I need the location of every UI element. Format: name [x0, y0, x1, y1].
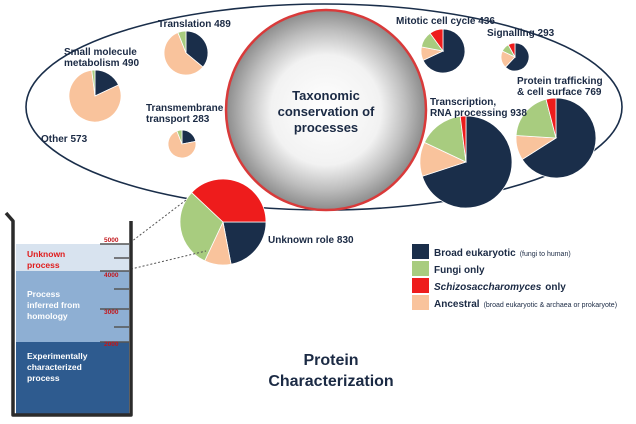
label-unknown-role: Unknown role 830: [268, 235, 354, 246]
label-transmembrane-2: transport 283: [146, 114, 210, 125]
legend-entry-fungi: Fungi only: [434, 265, 485, 276]
legend-swatch-broad: [412, 244, 429, 259]
pie-slice-small-molecule-metabolism-fungi: [91, 69, 96, 97]
pie-signalling: [500, 42, 530, 72]
connector-line-bottom: [126, 250, 207, 271]
pie-small-molecule-metabolism: [68, 69, 122, 123]
beaker-inferred-line3: homology: [27, 311, 68, 321]
beaker-outline: [4, 211, 133, 417]
beaker-experimental-line2: characterized: [27, 362, 82, 372]
taxonomic-conservation-sphere: Taxonomic conservation of processes: [224, 8, 428, 212]
pie-translation: [163, 30, 209, 76]
legend: Broad eukaryotic (fungi to human) Fungi o…: [412, 244, 617, 310]
legend-swatch-fungi: [412, 261, 429, 276]
pie-slice-signalling-broad: [504, 42, 530, 72]
beaker-layer-experimental: [16, 342, 129, 414]
caption-line2: Characterization: [268, 373, 393, 390]
pie-slice-protein-trafficking-schizo: [545, 97, 557, 139]
pie-protein-trafficking: [515, 97, 597, 179]
pie-slice-transmembrane-transport-ancestral: [167, 130, 197, 159]
pie-slice-small-molecule-metabolism-ancestral: [68, 69, 122, 123]
beaker-inferred-line2: inferred from: [27, 300, 80, 310]
pie-slice-protein-trafficking-broad: [521, 97, 597, 179]
legend-swatch-schizo: [412, 278, 429, 293]
beaker-tick-label-4000: 4000: [104, 272, 119, 279]
center-title-line3: processes: [294, 120, 358, 135]
pie-slice-transcription-rna-processing-fungi: [423, 115, 467, 163]
beaker-unknown-line2: process: [27, 260, 60, 270]
center-title-line2: conservation of: [278, 104, 375, 119]
label-translation: Translation 489: [158, 19, 231, 30]
pie-slice-mitotic-cell-cycle-schizo: [429, 28, 444, 53]
pie-slice-transcription-rna-processing-schizo: [459, 115, 467, 163]
pie-transcription-rna-processing: [419, 115, 513, 209]
pie-slice-unknown-role-schizo: [191, 178, 267, 223]
label-other: Other 573: [41, 134, 88, 145]
pie-slice-transcription-rna-processing-broad: [421, 115, 513, 209]
beaker-inferred-line1: Process: [27, 289, 60, 299]
legend-swatch-ancestral: [412, 295, 429, 310]
label-protein-trafficking-1: Protein trafficking: [517, 76, 603, 87]
label-transcription-2: RNA processing 938: [430, 108, 527, 119]
pie-unknown-role: [179, 178, 267, 266]
beaker-unknown-line1: Unknown: [27, 249, 65, 259]
beaker-tick-label-3000: 3000: [104, 309, 119, 316]
pie-mitotic-cell-cycle: [420, 28, 466, 74]
pie-slice-translation-ancestral: [163, 32, 204, 76]
legend-entry-ancestral: Ancestral (broad eukaryotic & archaea or …: [434, 299, 617, 310]
beaker-tick-label-5000: 5000: [104, 237, 119, 244]
beaker-experimental-line1: Experimentally: [27, 351, 88, 361]
pie-slice-translation-broad: [185, 30, 209, 68]
label-protein-trafficking-2: & cell surface 769: [517, 87, 602, 98]
caption-line1: Protein: [303, 352, 358, 369]
beaker-tick-label-2000: 2000: [104, 341, 119, 348]
pie-slice-unknown-role-fungi: [179, 191, 224, 262]
pie-slice-translation-fungi: [177, 30, 187, 54]
label-small-molecule-1: Small molecule: [64, 47, 137, 58]
label-small-molecule-2: metabolism 490: [64, 58, 139, 69]
label-mitotic-cell-cycle: Mitotic cell cycle 436: [396, 16, 495, 27]
beaker-layer-unknown: [16, 244, 129, 271]
pie-slice-protein-trafficking-fungi: [515, 98, 557, 139]
pie-transmembrane-transport: [167, 129, 197, 159]
center-title-line1: Taxonomic: [292, 88, 360, 103]
legend-entry-schizo: Schizosaccharomyces only: [434, 282, 566, 293]
legend-entry-broad: Broad eukaryotic (fungi to human): [434, 248, 571, 259]
protein-beaker: 5000 4000 3000 2000 Unknown process Proc…: [4, 211, 133, 417]
pie-slice-transmembrane-transport-fungi: [176, 129, 183, 145]
label-transmembrane-1: Transmembrane: [146, 103, 224, 114]
connector-line-top: [126, 199, 187, 246]
label-transcription-1: Transcription,: [430, 97, 496, 108]
beaker-layer-inferred: [16, 271, 129, 342]
label-signalling: Signalling 293: [487, 28, 555, 39]
pie-slice-mitotic-cell-cycle-broad: [422, 28, 466, 74]
pie-slice-unknown-role-broad: [222, 221, 267, 265]
beaker-experimental-line3: process: [27, 373, 60, 383]
pie-slice-signalling-schizo: [507, 42, 516, 58]
